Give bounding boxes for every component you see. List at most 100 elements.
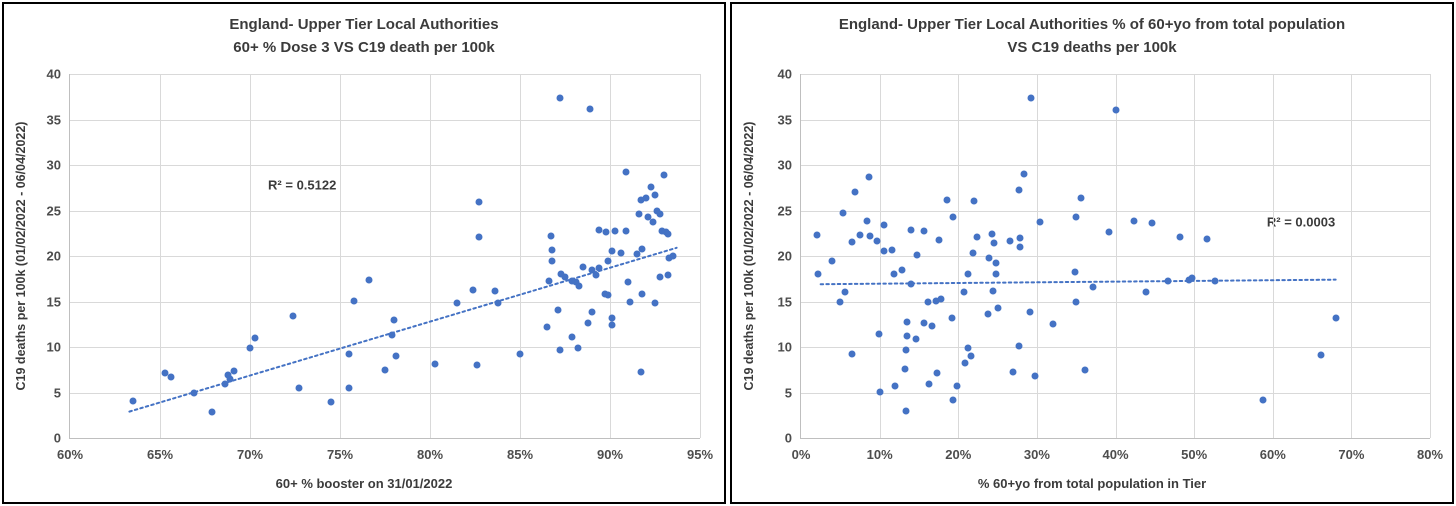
data-point bbox=[602, 228, 610, 236]
data-point bbox=[475, 198, 483, 206]
data-point bbox=[961, 359, 969, 367]
data-point bbox=[664, 271, 672, 279]
x-tick-label: 80% bbox=[1416, 447, 1444, 462]
data-point bbox=[1071, 268, 1079, 276]
data-point bbox=[595, 226, 603, 234]
gridline-horizontal bbox=[801, 301, 1430, 303]
y-axis-title: C19 deaths per 100k (01/02/2022 - 06/04/… bbox=[14, 121, 28, 391]
data-point bbox=[907, 280, 915, 288]
data-point bbox=[611, 227, 619, 235]
gridline-horizontal bbox=[801, 210, 1430, 212]
y-tick-label: 20 bbox=[46, 248, 61, 264]
data-point bbox=[475, 233, 483, 241]
data-point bbox=[651, 191, 659, 199]
left-chart-panel: England- Upper Tier Local Authorities 60… bbox=[2, 2, 726, 504]
data-point bbox=[633, 250, 641, 258]
data-point bbox=[574, 344, 582, 352]
data-point bbox=[190, 389, 198, 396]
plot-area: R² = 0.0003 0% 10% 20% 30% 40% 50% 60% 70% 80% 0 5… bbox=[778, 67, 1443, 463]
data-point bbox=[665, 254, 673, 262]
data-point bbox=[1130, 217, 1138, 225]
x-tick-label: 0% bbox=[791, 447, 811, 462]
data-point bbox=[1089, 283, 1097, 291]
trendline bbox=[128, 246, 678, 413]
data-point bbox=[327, 398, 335, 406]
data-point bbox=[1148, 219, 1156, 227]
data-point bbox=[1317, 351, 1325, 359]
data-point bbox=[856, 231, 864, 239]
data-point bbox=[836, 298, 844, 306]
data-point bbox=[453, 299, 461, 307]
data-point bbox=[350, 297, 358, 305]
data-point bbox=[902, 346, 910, 354]
data-point bbox=[584, 319, 592, 327]
gridline-horizontal bbox=[70, 301, 700, 303]
x-tick-label: 65% bbox=[146, 447, 174, 462]
x-tick-label: 50% bbox=[1181, 447, 1208, 462]
data-point bbox=[516, 350, 524, 358]
chart-title: England- Upper Tier Local Authorities 60… bbox=[14, 13, 714, 60]
data-point bbox=[902, 407, 910, 415]
data-point bbox=[345, 384, 353, 392]
data-point bbox=[638, 290, 646, 298]
data-point bbox=[637, 368, 645, 376]
data-point bbox=[964, 344, 972, 352]
data-point bbox=[548, 246, 556, 254]
x-tick-label: 75% bbox=[326, 447, 354, 462]
data-point bbox=[969, 249, 977, 257]
y-tick-label: 40 bbox=[46, 66, 61, 82]
gridline-horizontal bbox=[70, 119, 700, 121]
data-point bbox=[129, 397, 137, 405]
y-tick-label: 0 bbox=[784, 430, 792, 446]
data-point bbox=[556, 346, 564, 354]
data-point bbox=[608, 314, 616, 322]
data-point bbox=[381, 366, 389, 374]
x-tick-label: 90% bbox=[596, 447, 624, 462]
data-point bbox=[392, 352, 400, 360]
data-point bbox=[642, 194, 650, 202]
data-point bbox=[653, 207, 661, 215]
x-tick-label: 10% bbox=[866, 447, 893, 462]
data-point bbox=[649, 218, 657, 226]
data-point bbox=[890, 270, 898, 278]
data-point bbox=[967, 352, 975, 360]
data-point bbox=[990, 239, 998, 247]
data-point bbox=[920, 227, 928, 235]
y-tick-label: 10 bbox=[46, 339, 61, 355]
y-tick-label: 35 bbox=[46, 112, 61, 127]
data-point bbox=[664, 230, 672, 238]
gridline-horizontal bbox=[801, 347, 1430, 348]
data-point bbox=[898, 266, 906, 274]
data-point bbox=[953, 382, 961, 390]
data-point bbox=[943, 196, 951, 204]
data-point bbox=[658, 227, 666, 235]
data-point bbox=[903, 332, 911, 340]
data-point bbox=[469, 286, 477, 294]
data-point bbox=[473, 361, 481, 369]
data-point bbox=[669, 252, 677, 260]
x-axis-title: % 60+yo from total population in Tier bbox=[977, 476, 1207, 491]
data-point bbox=[992, 270, 1000, 278]
data-point bbox=[866, 232, 874, 240]
data-point bbox=[920, 319, 928, 327]
data-point bbox=[1031, 372, 1039, 380]
data-point bbox=[1081, 366, 1089, 374]
data-point bbox=[888, 246, 896, 254]
data-point bbox=[1211, 277, 1219, 285]
data-point bbox=[1015, 342, 1023, 350]
data-point bbox=[1072, 298, 1080, 305]
data-point bbox=[635, 210, 643, 218]
gridline-horizontal bbox=[801, 119, 1430, 121]
y-tick-label: 30 bbox=[777, 157, 792, 173]
right-chart-panel: England- Upper Tier Local Authorities % … bbox=[730, 2, 1454, 504]
y-tick-label: 15 bbox=[777, 294, 792, 309]
data-point bbox=[903, 318, 911, 326]
data-point bbox=[828, 257, 836, 265]
data-point bbox=[1072, 213, 1080, 221]
data-point bbox=[431, 360, 439, 368]
data-point bbox=[973, 233, 981, 241]
x-tick-label: 70% bbox=[1338, 447, 1365, 462]
data-point bbox=[561, 273, 569, 281]
data-point bbox=[960, 288, 968, 296]
